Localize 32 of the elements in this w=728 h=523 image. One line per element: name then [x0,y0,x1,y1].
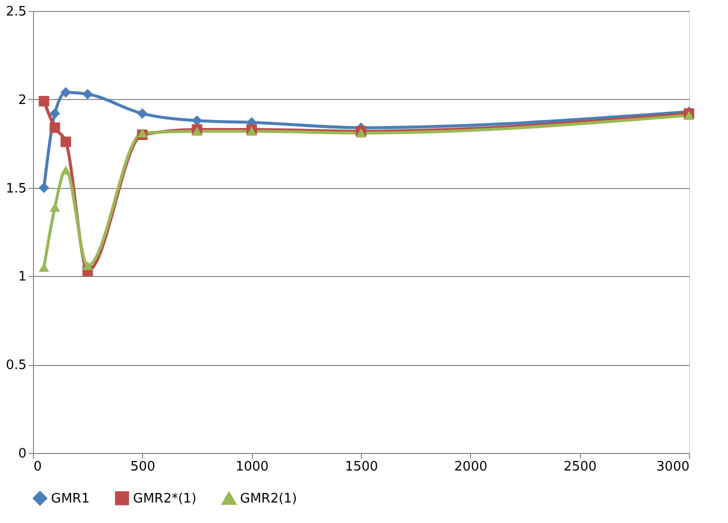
y-tick-label: 1 [18,270,26,285]
legend-label: GMR2*(1) [133,491,197,506]
legend-label: GMR1 [51,491,90,506]
point [38,182,50,194]
point [50,122,60,133]
y-tick-label: 0 [18,446,26,462]
y-tick-label: 1.5 [6,181,26,196]
point [82,261,93,270]
x-tick-label: 2500 [564,460,597,474]
y-tick-label: 2 [18,92,26,108]
point [38,96,50,106]
point [356,128,366,138]
y-tick-label: 0.5 [6,358,26,374]
x-tick-label: 1000 [236,460,269,474]
y-tick-label: 2.5 [6,4,26,20]
point [137,108,148,119]
point [50,108,60,119]
point [82,88,93,100]
point [192,126,202,136]
point [60,136,72,148]
point [60,166,72,175]
x-tick-label: 500 [130,460,156,474]
x-tick-label: 1500 [344,460,378,474]
legend-label: GMR2(1) [240,492,298,507]
x-tick-label: 0 [34,460,42,474]
point [50,202,60,212]
point [246,126,257,136]
point [60,87,72,98]
x-tick-label: 2000 [454,460,488,474]
x-tick-label: 3000 [656,460,690,474]
point [684,110,694,120]
point [192,115,202,126]
